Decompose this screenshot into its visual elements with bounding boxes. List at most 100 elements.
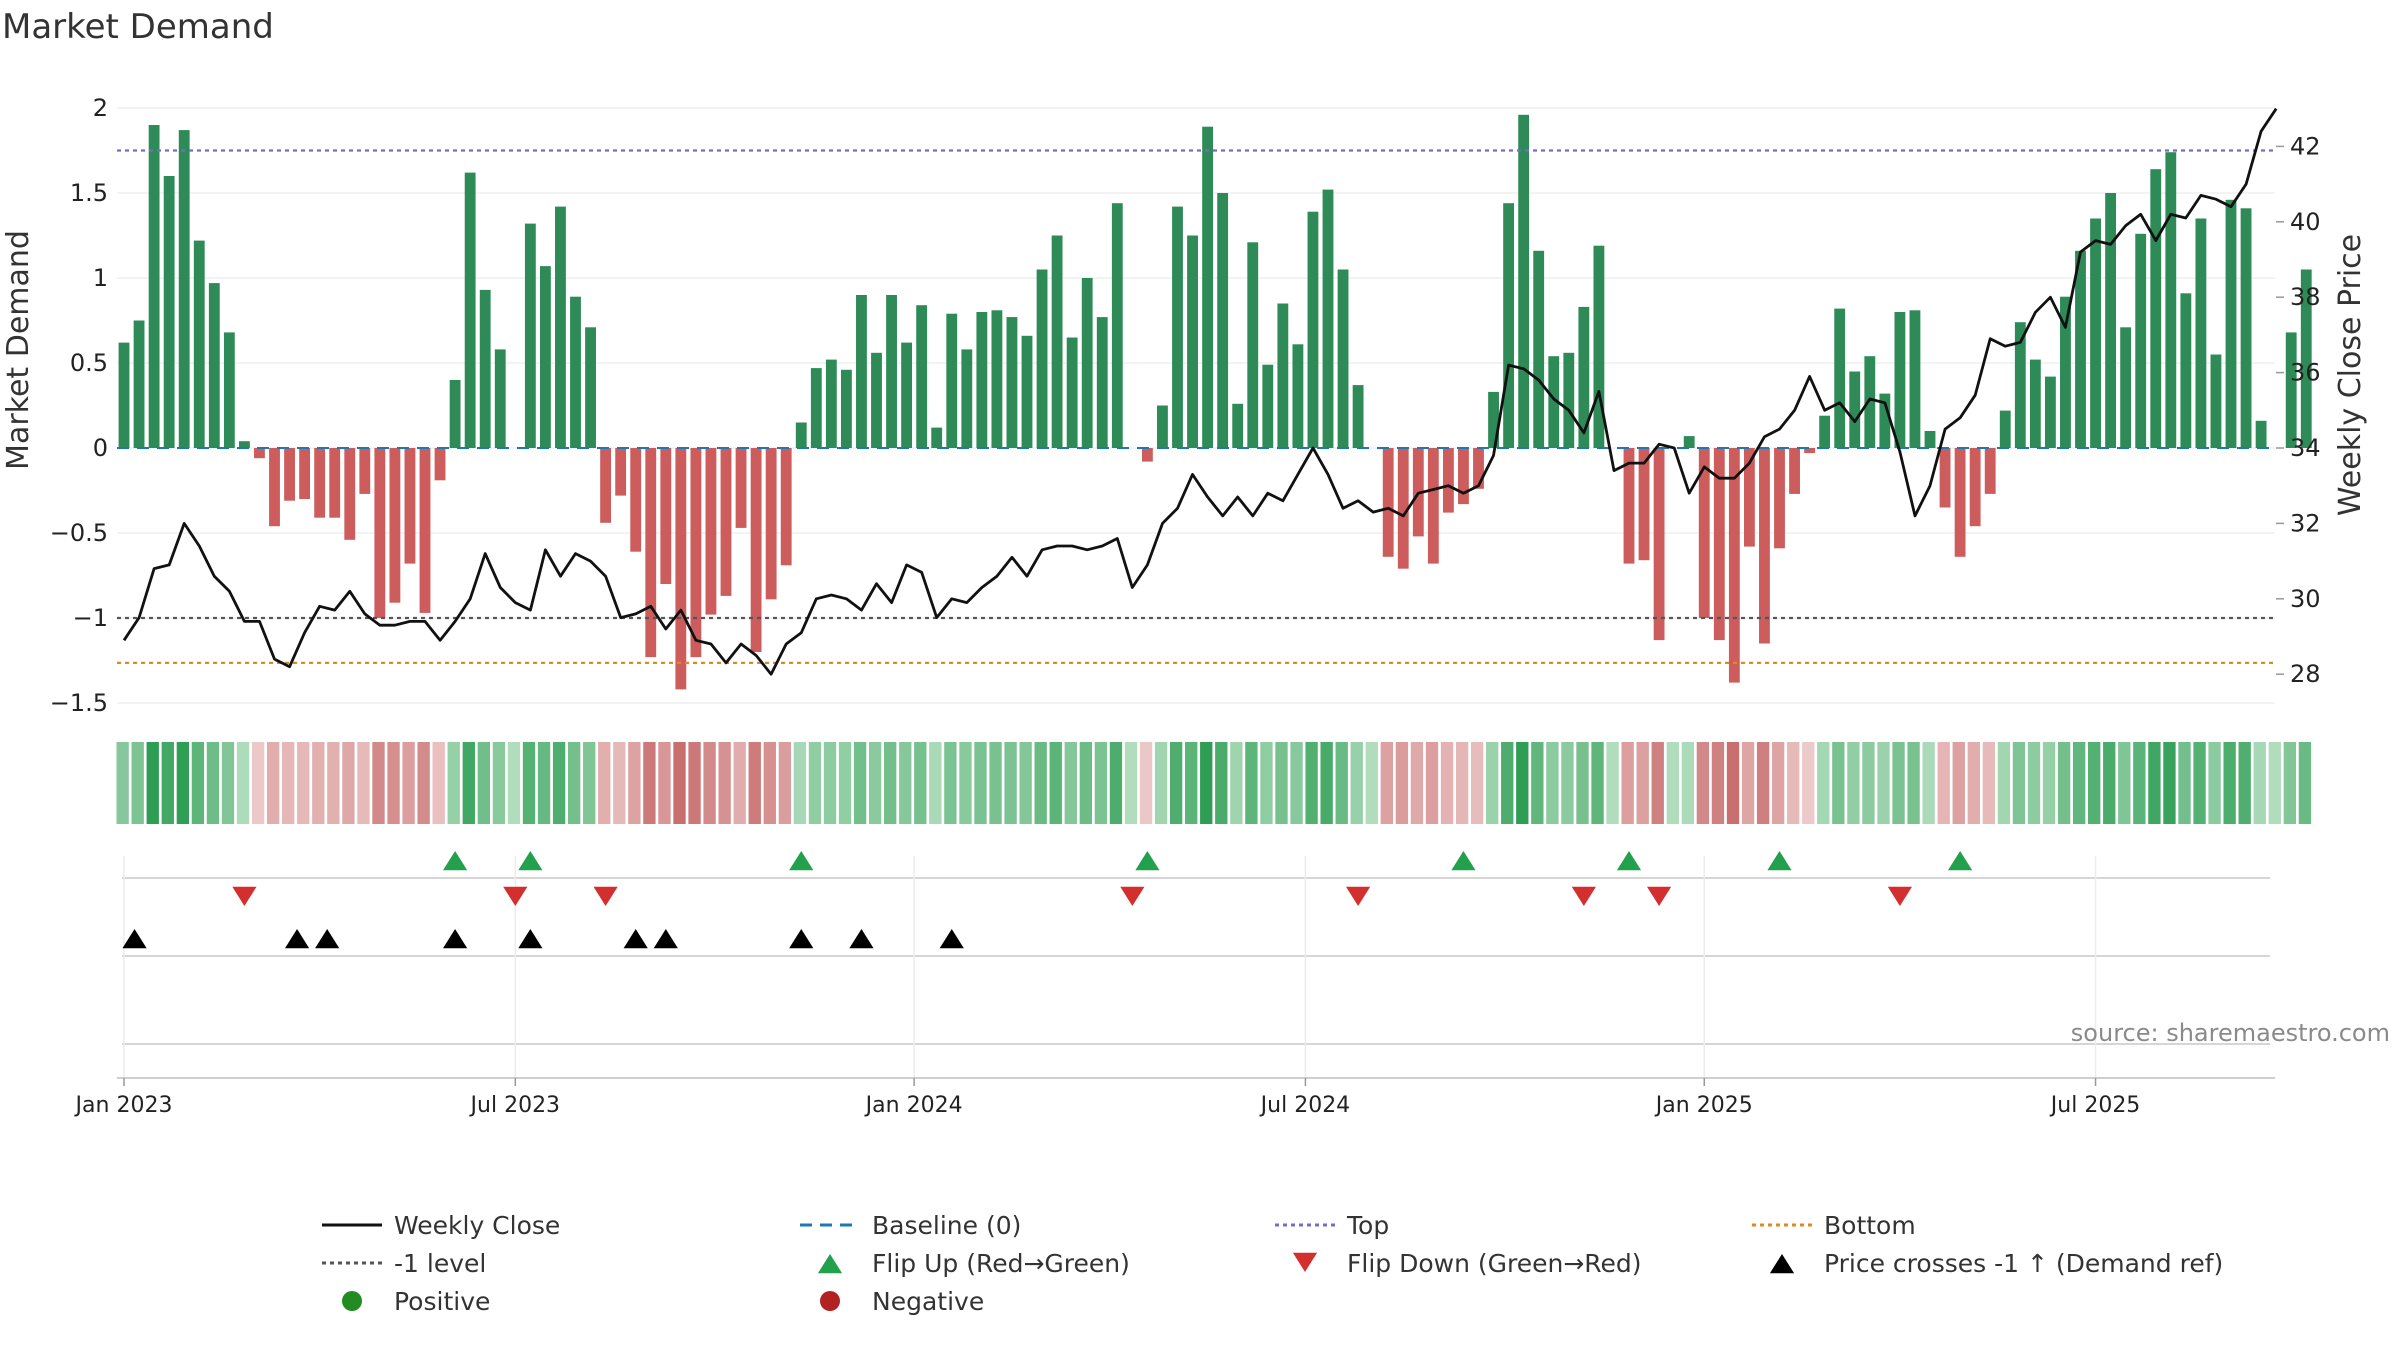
demand-bar [2150,169,2162,448]
heat-cell [2208,742,2221,824]
weekly-close-path [122,107,2278,676]
demand-bar [810,368,822,448]
demand-bar [660,448,672,584]
demand-bar [1999,410,2011,448]
heat-cell [1154,742,1168,824]
flip-down-marker [593,886,618,906]
demand-bar [133,320,145,448]
demand-bar [570,296,581,448]
demand-bar [329,448,341,518]
heat-cell [1877,742,1890,824]
legend-label: Bottom [1824,1211,1916,1240]
demand-bar [2105,193,2117,448]
demand-bar [404,448,416,564]
demand-bar [1864,356,1876,448]
demand-bar [1653,448,1665,641]
flip-up-marker [1451,851,1476,871]
legend-label: Negative [872,1287,984,1316]
flip-up-marker [1948,851,1973,871]
heat-cell [2133,742,2146,824]
demand-bar [1969,448,1981,527]
heat-cell [2283,742,2297,824]
heat-cell [1395,742,1409,824]
heat-cell [1922,742,1935,824]
left-tick-label: 2 [93,94,108,122]
demand-bar [2240,208,2252,448]
heat-cell [357,742,370,824]
demand-bar [840,369,852,448]
demand-bar [871,352,882,448]
demand-bar [2060,296,2071,448]
heat-cell [613,742,626,824]
demand-bar [419,448,431,613]
heat-cell [1365,742,1378,824]
flip-up-marker [1767,851,1792,871]
demand-bar [2225,199,2237,448]
demand-bar [931,427,943,448]
demand-bar [1909,310,1921,448]
heat-cell [1621,742,1634,824]
heat-cell [688,742,701,824]
heat-cell [1320,742,1333,824]
demand-bar [1683,436,1695,448]
demand-bar [539,266,551,448]
heat-cell [251,742,265,824]
demand-bar [1834,308,1846,448]
heat-cell [1726,742,1740,824]
heat-cell [206,742,220,824]
flip-up-marker [789,851,814,871]
heat-cell [1696,742,1710,824]
heat-cell [537,742,551,824]
heat-cell [1200,742,1213,824]
demand-bar [1217,193,1229,448]
heat-cell [131,742,144,824]
demand-bar [1202,126,1214,448]
legend-label: Price crosses -1 ↑ (Demand ref) [1824,1249,2223,1278]
demand-bar [2165,152,2177,448]
heat-cell [1185,742,1198,824]
price-cross-marker [122,929,147,949]
price-cross-marker [623,929,648,949]
demand-bar [434,448,446,481]
left-tick-label: −0.5 [50,519,108,547]
heat-cell [2178,742,2191,824]
heat-cell [1802,742,1815,824]
heat-cell [2163,742,2176,824]
left-axis-label: Market Demand [1,230,36,470]
heat-cell [2148,742,2161,824]
demand-bar [1051,235,1063,448]
heat-cell [1425,742,1439,824]
heat-cell [297,742,310,824]
heat-cell [2238,742,2251,824]
demand-bar [2044,376,2056,448]
heat-cell [583,742,596,824]
heat-cell [176,742,190,824]
heat-cell [1847,742,1860,824]
heat-cell [221,742,235,824]
heat-cell [2193,742,2206,824]
heat-cell [673,742,686,824]
demand-bar [1036,269,1048,448]
right-tick-label: 32 [2290,509,2321,537]
heat-cell [312,742,325,824]
heat-cell [1470,742,1484,824]
heat-cell [2042,742,2056,824]
heat-cell [1079,742,1093,824]
heat-cell [868,742,882,824]
flip-down-marker [1346,886,1371,906]
heat-cell [793,742,807,824]
demand-bar [1924,431,1936,448]
demand-bar [1804,448,1816,454]
heat-cell [598,742,611,824]
demand-bar [856,295,867,448]
x-tick-label: Jul 2025 [2049,1093,2141,1118]
heat-cell [1004,742,1017,824]
left-tick-label: 1 [93,264,108,292]
demand-bar [464,172,476,448]
demand-bar [1442,448,1454,513]
heat-cell [1516,742,1529,824]
legend-label: Flip Down (Green→Red) [1347,1249,1642,1278]
right-tick-label: 42 [2290,132,2321,160]
demand-bar [344,448,356,540]
heat-cell [1561,742,1574,824]
